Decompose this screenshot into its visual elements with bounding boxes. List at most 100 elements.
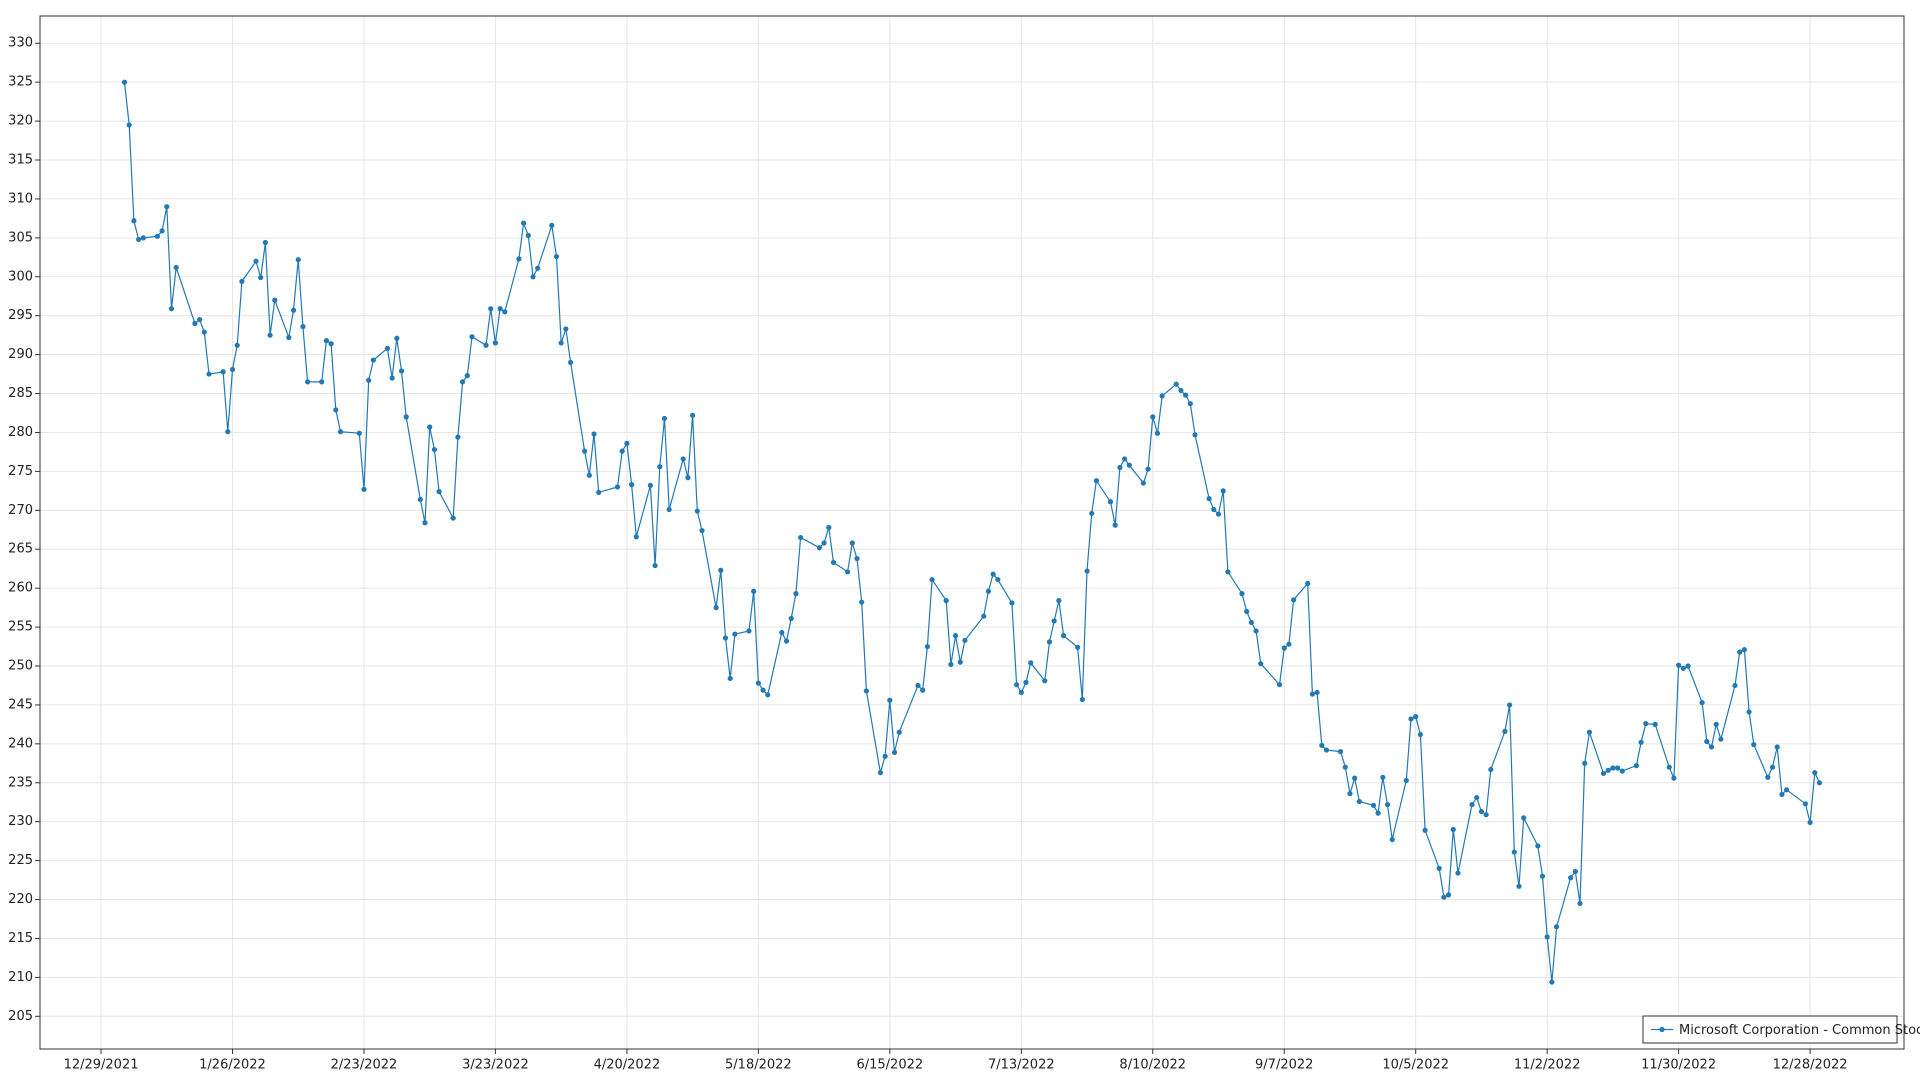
- point: [1737, 649, 1743, 655]
- point: [849, 540, 855, 546]
- point: [882, 753, 888, 759]
- point: [1422, 827, 1428, 833]
- point: [614, 484, 621, 490]
- point: [990, 571, 996, 577]
- x-tick-label: 8/10/2022: [1119, 1058, 1186, 1073]
- point: [1445, 892, 1452, 898]
- x-tick-label: 11/30/2022: [1641, 1058, 1716, 1073]
- x-tick-label: 2/23/2022: [331, 1058, 398, 1073]
- point: [619, 448, 625, 454]
- point: [1183, 392, 1189, 398]
- x-tick-label: 1/26/2022: [199, 1058, 266, 1073]
- point: [732, 631, 738, 637]
- x-tick-label: 12/29/2021: [64, 1058, 139, 1073]
- x-tick-label: 11/2/2022: [1514, 1058, 1581, 1073]
- point: [201, 329, 207, 335]
- point: [1159, 393, 1165, 399]
- point: [1774, 744, 1780, 750]
- point: [525, 232, 531, 239]
- point: [1507, 702, 1513, 708]
- point: [567, 359, 574, 366]
- point: [290, 307, 297, 313]
- y-tick-label: 205: [8, 1009, 33, 1024]
- x-tick-label: 12/28/2022: [1773, 1058, 1848, 1073]
- y-tick-label: 270: [8, 503, 33, 518]
- y-tick-label: 315: [8, 153, 33, 168]
- point: [1544, 934, 1550, 940]
- point: [168, 306, 175, 312]
- point: [713, 605, 719, 611]
- point: [920, 687, 926, 693]
- point: [1441, 894, 1447, 900]
- point: [755, 680, 761, 686]
- y-tick-label: 275: [8, 464, 33, 479]
- point: [1676, 662, 1682, 668]
- point: [1614, 765, 1621, 771]
- point: [1352, 775, 1358, 781]
- y-tick-label: 300: [8, 269, 33, 284]
- point: [403, 414, 409, 420]
- point: [844, 569, 851, 575]
- legend-swatch-point: [1659, 1026, 1665, 1033]
- point: [1389, 836, 1395, 843]
- point: [924, 643, 930, 650]
- point: [394, 335, 400, 341]
- y-tick-label: 325: [8, 75, 33, 90]
- point: [328, 341, 334, 347]
- point: [1089, 510, 1095, 517]
- point: [1347, 791, 1353, 797]
- point: [1375, 810, 1381, 816]
- point: [1018, 689, 1024, 696]
- point: [239, 278, 245, 285]
- point: [549, 222, 555, 229]
- point: [1305, 580, 1311, 587]
- point: [1779, 791, 1785, 798]
- point: [384, 345, 391, 351]
- point: [1140, 480, 1146, 486]
- point: [1549, 979, 1555, 985]
- point: [483, 342, 489, 348]
- point: [854, 555, 860, 562]
- point: [816, 545, 823, 551]
- point: [431, 446, 437, 453]
- point: [1469, 801, 1475, 808]
- point: [788, 615, 794, 622]
- point: [1732, 682, 1738, 689]
- point: [1403, 777, 1409, 784]
- point: [1765, 774, 1771, 780]
- point: [1605, 767, 1611, 773]
- point: [366, 377, 372, 383]
- point: [553, 253, 560, 260]
- point: [1610, 765, 1616, 771]
- point: [455, 434, 461, 440]
- point: [727, 675, 733, 682]
- point: [859, 599, 865, 605]
- point: [1572, 868, 1578, 875]
- point: [1713, 721, 1719, 727]
- point: [140, 235, 146, 241]
- point: [1370, 802, 1377, 808]
- point: [1577, 900, 1583, 907]
- y-tick-label: 220: [8, 892, 33, 907]
- y-tick-label: 260: [8, 581, 33, 596]
- legend-label: Microsoft Corporation - Common Stock: [1679, 1023, 1920, 1038]
- point: [1741, 647, 1747, 653]
- point: [398, 368, 405, 374]
- point: [1014, 682, 1020, 688]
- point: [633, 534, 639, 540]
- point: [694, 508, 700, 514]
- point: [1704, 738, 1710, 745]
- point: [1046, 639, 1053, 645]
- point: [464, 373, 470, 379]
- point: [652, 562, 658, 569]
- point: [863, 688, 869, 694]
- y-tick-label: 230: [8, 814, 33, 829]
- point: [948, 661, 954, 668]
- point: [1553, 924, 1560, 930]
- point: [1384, 801, 1391, 808]
- x-tick-label: 7/13/2022: [988, 1058, 1055, 1073]
- point: [267, 332, 273, 338]
- point: [333, 407, 339, 413]
- point: [690, 412, 696, 418]
